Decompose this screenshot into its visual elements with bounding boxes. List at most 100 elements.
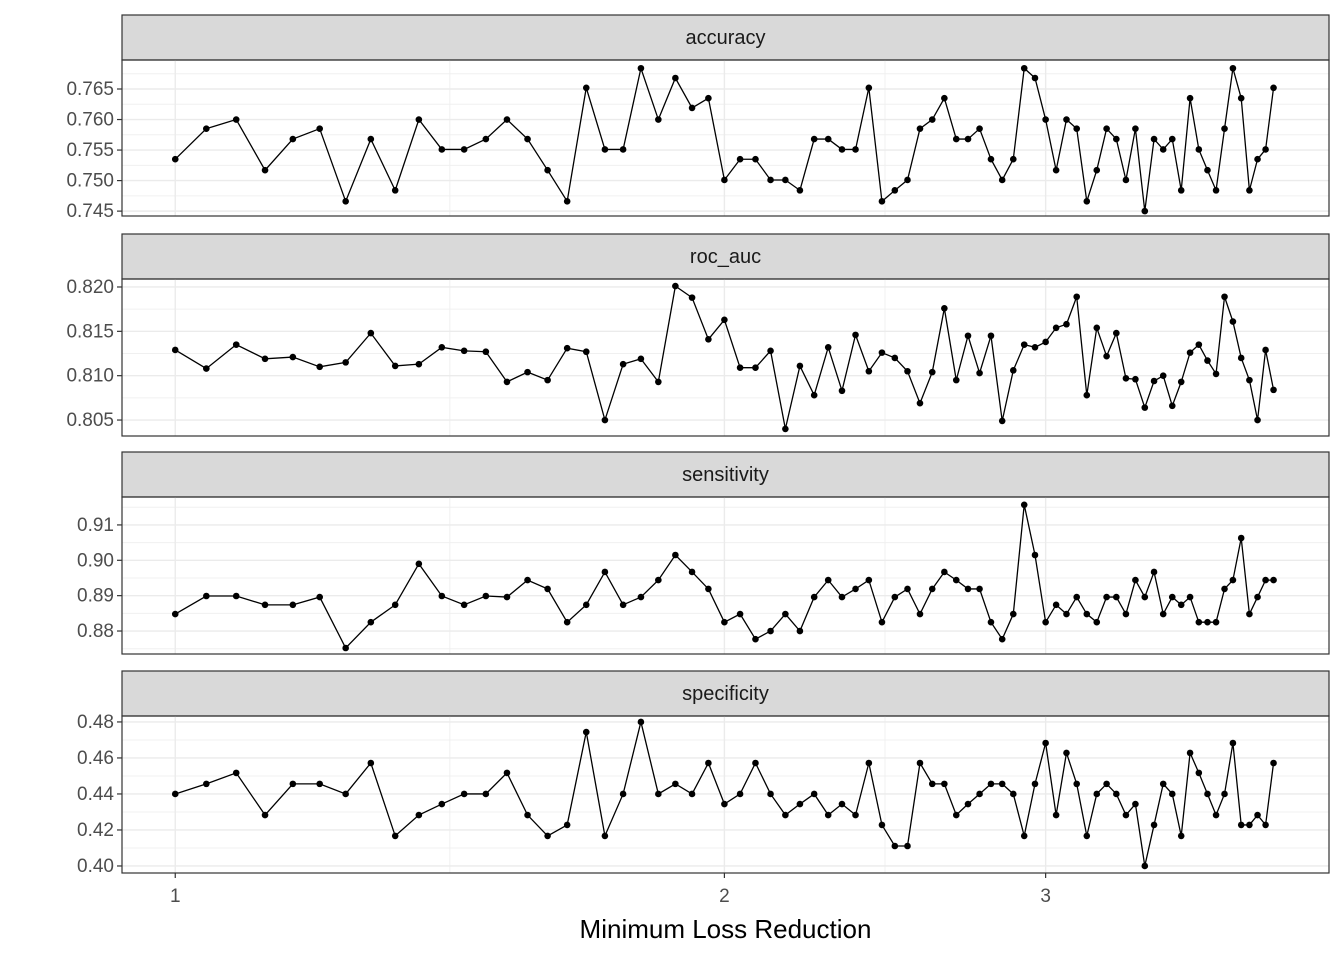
data-point bbox=[1132, 125, 1139, 132]
data-point bbox=[391, 832, 399, 840]
data-point bbox=[1042, 338, 1049, 346]
facet-label: accuracy bbox=[685, 27, 765, 49]
data-point bbox=[171, 790, 179, 798]
data-point bbox=[865, 84, 873, 92]
data-point bbox=[767, 790, 774, 798]
data-point bbox=[916, 610, 924, 618]
data-point bbox=[367, 135, 375, 143]
data-point bbox=[563, 344, 571, 352]
y-tick-label: 0.820 bbox=[66, 277, 114, 298]
data-point bbox=[1009, 367, 1017, 374]
data-point bbox=[1212, 187, 1220, 194]
data-point bbox=[203, 125, 210, 132]
data-point bbox=[1195, 341, 1203, 348]
data-point bbox=[878, 618, 886, 626]
data-point bbox=[1237, 821, 1245, 829]
data-point bbox=[1031, 74, 1039, 82]
data-point bbox=[1229, 318, 1237, 325]
data-point bbox=[1020, 501, 1028, 509]
data-point bbox=[782, 610, 789, 618]
data-point bbox=[316, 363, 323, 371]
data-point bbox=[1195, 618, 1203, 626]
data-point bbox=[637, 593, 645, 601]
data-point bbox=[619, 601, 627, 609]
y-tick-label: 0.815 bbox=[66, 321, 114, 342]
data-point bbox=[1063, 610, 1070, 618]
data-point bbox=[367, 759, 375, 767]
data-point bbox=[1186, 593, 1194, 601]
data-point bbox=[415, 116, 423, 123]
data-point bbox=[438, 800, 446, 808]
data-point bbox=[998, 780, 1006, 788]
data-point bbox=[1237, 94, 1245, 102]
data-point bbox=[342, 359, 349, 366]
data-point bbox=[482, 790, 490, 798]
data-point bbox=[998, 176, 1006, 184]
data-point bbox=[1093, 790, 1101, 798]
data-point bbox=[203, 592, 210, 600]
data-point bbox=[1093, 166, 1101, 174]
data-point bbox=[482, 348, 490, 356]
data-point bbox=[1073, 125, 1081, 132]
data-point bbox=[1150, 135, 1158, 143]
data-point bbox=[1168, 593, 1176, 601]
data-point bbox=[1073, 293, 1081, 301]
data-point bbox=[619, 360, 627, 368]
data-point bbox=[1009, 610, 1017, 618]
data-point bbox=[544, 166, 551, 174]
data-point bbox=[637, 718, 645, 726]
data-point bbox=[261, 601, 269, 609]
data-point bbox=[987, 618, 995, 626]
data-point bbox=[1141, 593, 1149, 601]
data-point bbox=[391, 362, 399, 370]
data-point bbox=[688, 294, 696, 301]
data-point bbox=[672, 780, 679, 788]
data-point bbox=[1204, 357, 1211, 364]
data-point bbox=[1063, 749, 1070, 757]
data-point bbox=[824, 811, 832, 819]
data-point bbox=[1159, 610, 1167, 618]
x-tick-label: 2 bbox=[719, 886, 730, 907]
data-point bbox=[1020, 832, 1028, 840]
data-point bbox=[316, 593, 323, 601]
data-point bbox=[904, 842, 911, 850]
data-point bbox=[1246, 821, 1253, 829]
data-point bbox=[752, 155, 759, 163]
data-point bbox=[1103, 593, 1110, 601]
data-point bbox=[1141, 862, 1149, 870]
data-point bbox=[1052, 166, 1060, 174]
data-point bbox=[1031, 343, 1039, 351]
data-point bbox=[1186, 749, 1194, 757]
data-point bbox=[637, 64, 645, 72]
data-point bbox=[1073, 780, 1081, 788]
data-point bbox=[865, 367, 873, 375]
data-point bbox=[1186, 94, 1194, 102]
data-point bbox=[460, 790, 468, 798]
data-point bbox=[736, 155, 744, 163]
data-point bbox=[1204, 618, 1211, 626]
data-point bbox=[904, 176, 911, 184]
data-point bbox=[415, 360, 423, 368]
data-point bbox=[1113, 593, 1120, 601]
data-point bbox=[232, 341, 240, 348]
data-point bbox=[782, 425, 789, 433]
data-point bbox=[582, 728, 590, 736]
data-point bbox=[1020, 64, 1028, 72]
data-point bbox=[705, 759, 712, 767]
panel-border bbox=[121, 59, 1330, 217]
data-point bbox=[367, 329, 375, 337]
data-point bbox=[1009, 155, 1017, 163]
data-point bbox=[1229, 64, 1237, 72]
data-point bbox=[1132, 576, 1139, 584]
data-point bbox=[582, 601, 590, 609]
data-point bbox=[721, 800, 728, 808]
data-point bbox=[752, 364, 759, 372]
data-point bbox=[289, 353, 297, 361]
data-point bbox=[767, 347, 774, 355]
data-point bbox=[1221, 790, 1228, 798]
data-point bbox=[1262, 576, 1269, 584]
data-point bbox=[655, 576, 662, 584]
data-point bbox=[438, 343, 446, 351]
data-point bbox=[415, 811, 423, 819]
data-point bbox=[852, 146, 859, 153]
